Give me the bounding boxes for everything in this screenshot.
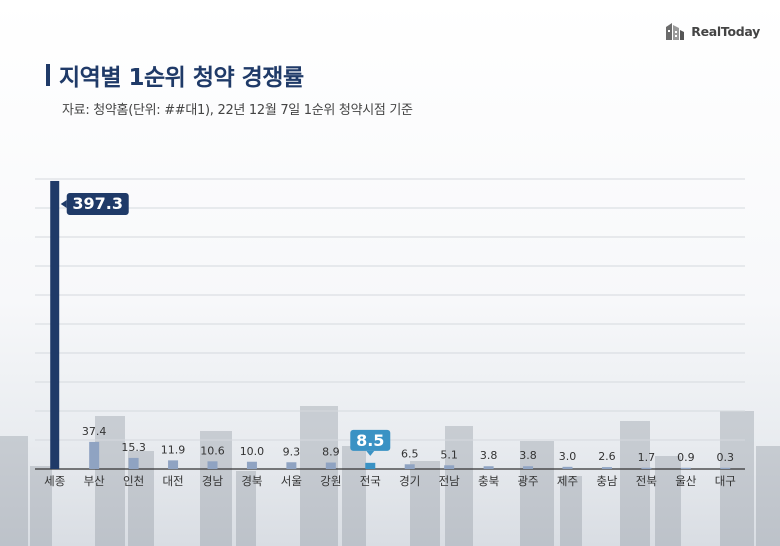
category-label: 충북 [478, 474, 499, 488]
bar-강원 [325, 462, 336, 469]
callout-pointer [60, 200, 67, 208]
category-label: 서울 [281, 474, 302, 488]
category-label: 세종 [44, 474, 65, 488]
value-label: 3.8 [480, 449, 498, 462]
category-label: 강원 [320, 474, 341, 488]
value-label: 0.3 [717, 451, 735, 464]
category-label: 경북 [241, 474, 262, 488]
bar-충남 [601, 467, 612, 469]
category-label: 광주 [517, 474, 538, 488]
category-label: 충남 [596, 474, 618, 488]
category-label: 울산 [675, 474, 697, 488]
category-label: 전북 [636, 474, 657, 488]
bar-전북 [641, 467, 652, 469]
value-label: 10.6 [200, 444, 225, 457]
value-label: 5.1 [440, 448, 458, 461]
bar-대구 [720, 467, 731, 469]
bar-부산 [89, 441, 100, 469]
value-label: 8.5 [356, 431, 384, 450]
category-label: 경남 [202, 474, 224, 488]
value-label: 3.8 [519, 449, 537, 462]
value-label: 1.7 [638, 451, 656, 464]
bar-전국 [365, 462, 376, 469]
max-value-callout-box [66, 193, 129, 215]
bar-제주 [562, 466, 573, 469]
value-label: 10.0 [240, 445, 265, 458]
value-labels: 397.3 37.4 15.3 11.9 10.6 10.0 9.3 8.9 8.5 6.5 5.1… [60, 193, 735, 464]
building-logo-icon [666, 23, 685, 40]
category-labels: 세종 부산 인천 대전 경남 경북 서울 강원 전국 경기 전남 충북 광주 제주 충남 전북 울산 대구 [44, 474, 736, 488]
value-label: 8.9 [322, 446, 340, 459]
value-label: 0.9 [677, 451, 695, 464]
bar-전남 [444, 465, 455, 469]
bars [50, 180, 731, 469]
chart-title: 지역별 1순위 청약 경쟁률 [59, 65, 304, 91]
page-title: 지역별 1순위 청약 경쟁률 [46, 58, 304, 92]
value-label: 3.0 [559, 450, 577, 463]
value-label: 2.6 [598, 450, 616, 463]
category-label: 경기 [399, 474, 420, 488]
bar-광주 [523, 466, 534, 469]
chart-subtitle: 자료: 청약홈(단위: ##대1), 22년 12월 7일 1순위 청약시점 기… [62, 103, 413, 118]
value-label: 9.3 [283, 445, 301, 458]
value-label: 6.5 [401, 447, 419, 460]
brand-logo: RealToday [664, 20, 760, 42]
callout-pointer [366, 450, 375, 456]
bar-경남 [207, 461, 218, 469]
bar-인천 [128, 457, 139, 469]
bar-경기 [404, 464, 415, 469]
category-label: 부산 [84, 474, 106, 488]
brand-name: RealToday [691, 23, 760, 39]
city-skyline-background [0, 406, 780, 546]
title-accent-bar [46, 64, 50, 86]
bar-충북 [483, 466, 494, 469]
value-label: 11.9 [161, 443, 186, 456]
value-label: 37.4 [82, 425, 107, 438]
value-label: 397.3 [72, 194, 123, 213]
bar-경북 [246, 461, 257, 469]
grid-lines [35, 178, 745, 470]
category-label: 제주 [557, 474, 578, 488]
bar-대전 [168, 460, 179, 469]
category-label: 전남 [439, 474, 461, 488]
category-label: 대전 [162, 474, 183, 488]
bar-세종 [50, 180, 60, 469]
bar-울산 [680, 467, 691, 469]
national-callout-box [350, 429, 391, 451]
category-label: 전국 [360, 474, 381, 488]
category-label: 대구 [715, 474, 736, 488]
value-label: 15.3 [121, 441, 146, 454]
bar-서울 [286, 462, 297, 469]
category-label: 인천 [123, 474, 144, 488]
